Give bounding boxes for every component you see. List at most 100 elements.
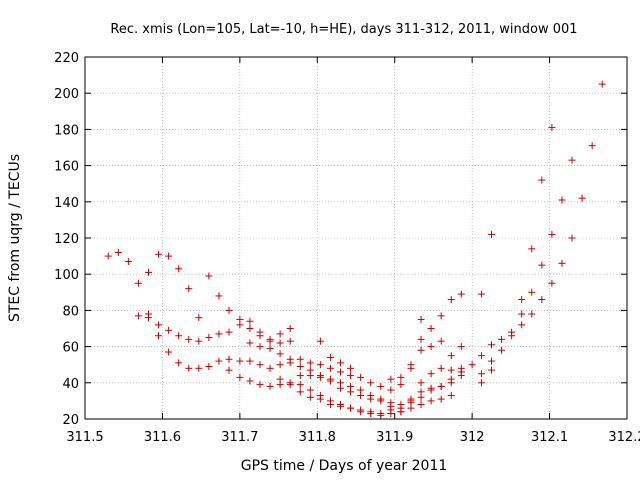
data-point (205, 272, 213, 280)
data-point (225, 355, 233, 363)
data-point (468, 361, 476, 369)
data-point (377, 410, 385, 418)
data-point (427, 397, 435, 405)
data-point (367, 379, 375, 387)
data-point (246, 325, 254, 332)
data-point (457, 343, 465, 351)
y-tick-label: 120 (54, 232, 79, 247)
data-point (114, 248, 122, 256)
data-point (246, 377, 254, 385)
y-tick-label: 20 (62, 413, 79, 428)
data-point (498, 335, 506, 343)
data-point (266, 382, 274, 390)
x-tick-label: 311.5 (66, 430, 103, 445)
data-point (144, 314, 152, 322)
data-point (246, 339, 254, 347)
data-point (215, 292, 223, 300)
data-point (347, 404, 355, 412)
data-point (306, 372, 314, 380)
data-point (276, 339, 284, 347)
data-point (347, 364, 355, 372)
x-tick-label: 311.6 (144, 430, 181, 445)
data-point (417, 379, 425, 387)
data-point (417, 346, 425, 354)
data-point (387, 375, 395, 383)
data-point (447, 352, 455, 360)
data-point (407, 361, 415, 369)
data-point (266, 344, 274, 352)
y-tick-label: 180 (54, 123, 79, 138)
data-point (225, 328, 233, 336)
data-point (488, 366, 495, 374)
y-tick-label: 200 (54, 87, 79, 102)
y-tick-label: 40 (62, 377, 79, 392)
chart-title: Rec. xmis (Lon=105, Lat=-10, h=HE), days… (110, 22, 577, 37)
data-point (528, 310, 536, 318)
data-point (477, 290, 485, 298)
data-point (457, 372, 465, 380)
data-point (286, 355, 294, 363)
data-point (488, 357, 495, 365)
data-point (185, 335, 193, 343)
data-point (104, 252, 112, 260)
grid-lines (85, 57, 627, 419)
data-point (397, 381, 405, 389)
data-point (155, 332, 163, 340)
data-point (357, 406, 365, 414)
data-point (296, 372, 304, 380)
data-point (477, 370, 485, 378)
data-point (538, 296, 546, 304)
data-point (306, 393, 314, 401)
data-point (195, 337, 203, 345)
data-point (185, 364, 193, 372)
data-point (195, 364, 203, 372)
data-point (337, 368, 345, 376)
data-point (326, 353, 334, 361)
data-point (236, 373, 244, 381)
data-point (205, 363, 213, 371)
data-point (165, 252, 173, 260)
data-point (538, 261, 546, 269)
y-tick-label: 60 (62, 341, 79, 356)
data-point (437, 382, 445, 390)
data-point (246, 357, 254, 365)
data-point (337, 401, 345, 409)
data-point (326, 397, 334, 405)
y-axis-label: STEC from uqrg / TECUs (7, 154, 23, 322)
y-tick-label: 160 (54, 160, 79, 175)
data-point (296, 355, 304, 363)
data-point (377, 397, 385, 405)
data-point (134, 312, 142, 320)
data-point (144, 268, 152, 276)
data-point (276, 330, 284, 338)
data-point (528, 245, 536, 253)
data-point (437, 312, 445, 320)
data-point (347, 372, 355, 380)
data-point (134, 279, 142, 287)
data-point (225, 366, 233, 374)
data-point (588, 142, 596, 150)
data-point (124, 258, 132, 266)
data-point (477, 379, 485, 387)
data-point (316, 337, 324, 345)
data-point (266, 335, 274, 343)
data-point (306, 359, 314, 367)
data-point (568, 234, 576, 242)
data-point (417, 388, 425, 396)
x-axis-label: GPS time / Days of year 2011 (241, 458, 448, 474)
data-point (367, 395, 375, 403)
data-point (185, 285, 193, 293)
data-point (296, 363, 304, 371)
x-tick-label: 312 (460, 430, 485, 445)
data-point (296, 381, 304, 389)
data-point (457, 364, 465, 372)
data-point (387, 386, 395, 394)
data-point (165, 348, 173, 356)
data-point (397, 373, 405, 381)
y-tick-label: 100 (54, 268, 79, 283)
y-tick-label: 140 (54, 196, 79, 211)
data-point (417, 401, 425, 409)
data-point (427, 325, 435, 332)
data-point (498, 346, 506, 354)
data-point (256, 361, 264, 369)
